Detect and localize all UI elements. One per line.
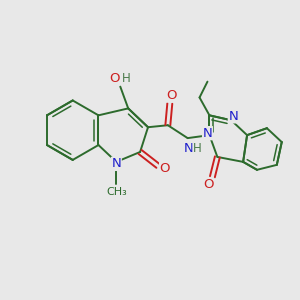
Text: O: O — [203, 178, 214, 191]
Text: N: N — [111, 158, 121, 170]
Text: H: H — [193, 142, 202, 154]
Text: N: N — [228, 110, 238, 123]
Text: N: N — [202, 127, 212, 140]
Text: H: H — [122, 72, 130, 85]
Text: CH₃: CH₃ — [106, 187, 127, 196]
Text: N: N — [184, 142, 194, 154]
Text: O: O — [160, 162, 170, 175]
Text: O: O — [167, 89, 177, 102]
Text: O: O — [109, 72, 120, 85]
